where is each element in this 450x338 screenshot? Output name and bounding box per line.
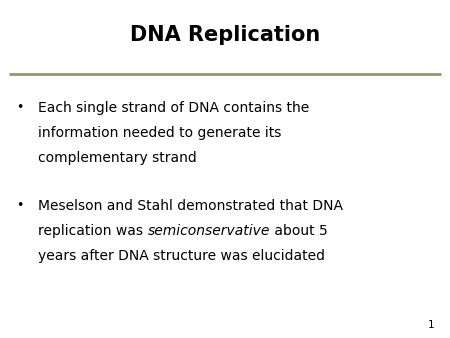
Text: semiconservative: semiconservative [148, 224, 270, 238]
Text: Each single strand of DNA contains the: Each single strand of DNA contains the [38, 101, 310, 115]
Text: •: • [17, 199, 24, 212]
Text: •: • [17, 101, 24, 114]
Text: information needed to generate its: information needed to generate its [38, 126, 282, 140]
Text: years after DNA structure was elucidated: years after DNA structure was elucidated [38, 249, 325, 263]
Text: complementary strand: complementary strand [38, 151, 197, 165]
Text: about 5: about 5 [270, 224, 328, 238]
Text: 1: 1 [428, 319, 434, 330]
Text: replication was: replication was [38, 224, 148, 238]
Text: Meselson and Stahl demonstrated that DNA: Meselson and Stahl demonstrated that DNA [38, 199, 343, 213]
Text: DNA Replication: DNA Replication [130, 25, 320, 46]
